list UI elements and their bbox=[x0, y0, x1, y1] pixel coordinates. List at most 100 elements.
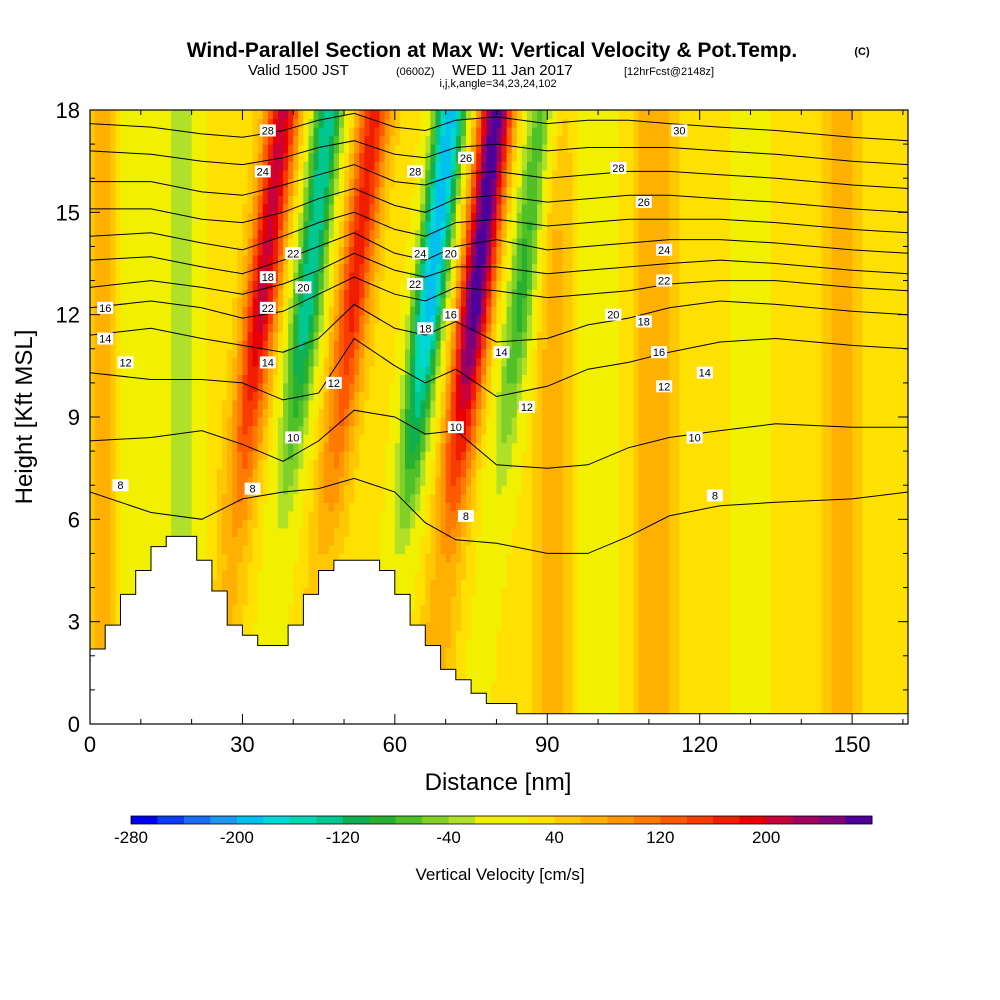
velocity-cell bbox=[338, 212, 345, 222]
velocity-cell bbox=[323, 212, 330, 222]
velocity-cell bbox=[277, 340, 284, 350]
velocity-cell bbox=[364, 340, 371, 350]
velocity-cell bbox=[171, 280, 177, 290]
velocity-cell bbox=[227, 434, 233, 444]
velocity-cell bbox=[318, 203, 325, 213]
velocity-cell bbox=[237, 348, 244, 358]
velocity-cell bbox=[242, 502, 249, 512]
velocity-cell bbox=[201, 408, 208, 418]
velocity-cell bbox=[140, 561, 147, 572]
velocity-cell bbox=[425, 382, 432, 393]
velocity-cell bbox=[201, 340, 208, 350]
velocity-cell bbox=[176, 459, 183, 469]
velocity-cell bbox=[100, 621, 106, 631]
velocity-cell bbox=[120, 579, 127, 589]
velocity-cell bbox=[303, 161, 310, 171]
velocity-cell bbox=[308, 442, 315, 452]
velocity-cell bbox=[120, 280, 127, 290]
velocity-cell bbox=[140, 340, 147, 350]
velocity-cell bbox=[374, 408, 381, 418]
velocity-cell bbox=[364, 118, 371, 128]
velocity-cell bbox=[227, 263, 233, 273]
velocity-cell bbox=[95, 357, 101, 367]
velocity-cell bbox=[420, 553, 426, 563]
velocity-cell bbox=[283, 323, 289, 333]
velocity-cell bbox=[369, 212, 376, 222]
velocity-cell bbox=[191, 220, 198, 230]
velocity-cell bbox=[293, 502, 299, 512]
velocity-cell bbox=[237, 604, 244, 614]
velocity-cell bbox=[257, 280, 264, 290]
velocity-cell bbox=[257, 442, 264, 452]
velocity-cell bbox=[328, 391, 335, 401]
velocity-cell bbox=[430, 272, 437, 282]
velocity-cell bbox=[201, 314, 208, 324]
velocity-cell bbox=[384, 536, 391, 546]
velocity-cell bbox=[288, 314, 294, 324]
velocity-cell bbox=[374, 314, 381, 324]
velocity-cell bbox=[293, 297, 299, 307]
velocity-cell bbox=[176, 408, 183, 418]
velocity-cell bbox=[140, 203, 147, 213]
velocity-cell bbox=[120, 493, 127, 503]
velocity-cell bbox=[206, 144, 213, 154]
velocity-cell bbox=[115, 297, 122, 307]
velocity-cell bbox=[364, 203, 371, 213]
velocity-cell bbox=[257, 399, 264, 410]
velocity-cell bbox=[140, 289, 147, 299]
velocity-cell bbox=[272, 135, 279, 145]
velocity-cell bbox=[110, 212, 117, 222]
velocity-cell bbox=[430, 186, 437, 196]
velocity-cell bbox=[232, 263, 238, 273]
velocity-cell bbox=[237, 459, 244, 469]
velocity-cell bbox=[338, 306, 345, 316]
velocity-cell bbox=[399, 263, 406, 273]
velocity-cell bbox=[313, 161, 320, 171]
velocity-cell bbox=[90, 220, 96, 230]
velocity-cell bbox=[171, 289, 177, 299]
velocity-cell bbox=[338, 331, 345, 341]
velocity-cell bbox=[115, 263, 122, 273]
velocity-cell bbox=[257, 570, 264, 580]
velocity-cell bbox=[389, 263, 396, 273]
velocity-cell bbox=[323, 110, 330, 120]
velocity-cell bbox=[435, 527, 442, 537]
velocity-cell bbox=[237, 587, 244, 597]
velocity-cell bbox=[354, 357, 360, 367]
velocity-cell bbox=[181, 237, 188, 248]
velocity-cell bbox=[120, 195, 127, 205]
velocity-cell bbox=[232, 485, 238, 495]
velocity-cell bbox=[156, 280, 162, 290]
velocity-cell bbox=[399, 442, 406, 452]
velocity-cell bbox=[257, 289, 264, 299]
velocity-cell bbox=[288, 237, 294, 248]
velocity-cell bbox=[135, 331, 142, 341]
velocity-cell bbox=[333, 289, 340, 299]
velocity-cell bbox=[399, 297, 406, 307]
velocity-cell bbox=[359, 527, 365, 537]
velocity-cell bbox=[364, 510, 371, 520]
velocity-cell bbox=[293, 493, 299, 503]
velocity-cell bbox=[272, 434, 279, 444]
velocity-cell bbox=[272, 391, 279, 401]
velocity-cell bbox=[222, 323, 228, 333]
velocity-cell bbox=[227, 152, 233, 162]
velocity-cell bbox=[430, 442, 437, 452]
velocity-cell bbox=[369, 118, 376, 128]
velocity-cell bbox=[298, 519, 304, 529]
velocity-cell bbox=[115, 280, 122, 290]
velocity-cell bbox=[308, 212, 315, 222]
velocity-cell bbox=[217, 510, 223, 520]
velocity-cell bbox=[394, 459, 401, 469]
velocity-cell bbox=[242, 604, 249, 614]
velocity-cell bbox=[105, 417, 111, 427]
velocity-cell bbox=[374, 289, 381, 299]
velocity-cell bbox=[211, 323, 218, 333]
velocity-cell bbox=[298, 348, 304, 358]
velocity-cell bbox=[333, 195, 340, 205]
velocity-cell bbox=[161, 391, 167, 401]
velocity-cell bbox=[379, 135, 386, 145]
velocity-cell bbox=[211, 118, 218, 128]
velocity-cell bbox=[262, 536, 269, 546]
velocity-cell bbox=[384, 434, 391, 444]
